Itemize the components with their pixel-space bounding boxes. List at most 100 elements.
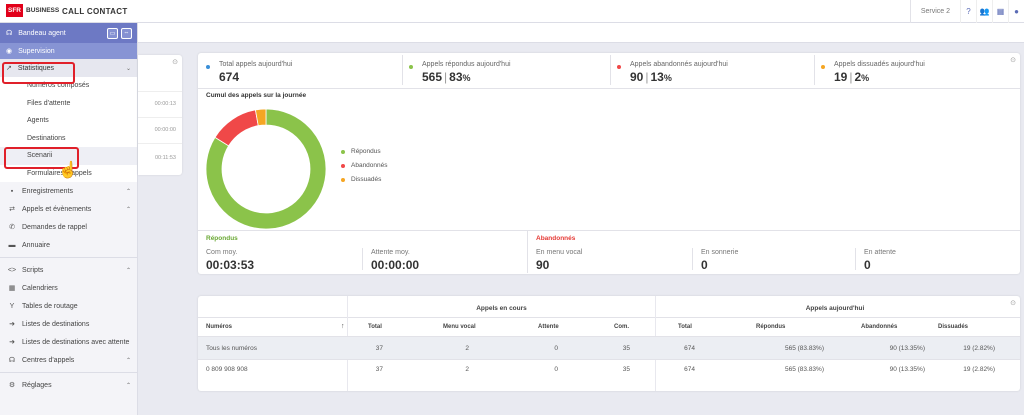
kpi-divider	[814, 55, 815, 85]
settings-circle-icon[interactable]: ⊙	[1010, 57, 1016, 64]
divider	[0, 372, 137, 373]
table-cell: 19 (2.82%)	[963, 345, 995, 352]
column-header[interactable]: Numéros	[206, 324, 233, 330]
sort-arrow-icon[interactable]: ↑	[341, 323, 345, 330]
attente-moy-value: 00:00:00	[371, 258, 420, 272]
popout-icon[interactable]: ⇔	[121, 27, 132, 39]
users-icon[interactable]: 👥	[976, 0, 992, 23]
column-header[interactable]: Répondus	[756, 324, 786, 330]
kpi-value: 565 | 83%	[422, 70, 471, 84]
legend-item[interactable]: Répondus	[341, 148, 381, 155]
help-icon[interactable]: ?	[960, 0, 976, 23]
kpi-value: 674	[219, 70, 239, 84]
table-cell: 565 (83.83%)	[784, 345, 824, 352]
column-header[interactable]: Com.	[614, 324, 629, 330]
sidebar-item[interactable]: <> Scripts ⌃	[0, 261, 137, 279]
sidebar-subitem[interactable]: Agents	[0, 112, 137, 130]
percent-sign: %	[663, 73, 672, 83]
sidebar-item[interactable]: ✆ Demandes de rappel	[0, 218, 137, 236]
headset-icon: ☊	[6, 30, 13, 37]
table-cell: 37	[375, 345, 383, 352]
apps-grid-icon[interactable]: ▦	[992, 0, 1008, 23]
sfr-business-logo[interactable]: SFR BUSINESS	[6, 4, 59, 17]
kpi-separator: |	[444, 70, 448, 84]
collapsed-panel: ⊙ 00:00:13 00:00:00 00:11:53	[138, 55, 182, 175]
kpi-percent: 83	[449, 70, 463, 84]
sidebar-item-supervision[interactable]: ◉ Supervision	[0, 43, 137, 59]
com-moy-label: Com moy.	[206, 249, 238, 256]
kpi-separator: |	[849, 70, 853, 84]
numbers-table-card: ⊙ Appels en cours Appels aujourd'hui Num…	[198, 296, 1020, 391]
sidebar-item-label: Scripts	[22, 266, 44, 274]
bandeau-agent-bar[interactable]: ☊ Bandeau agent ▭ ⇔	[0, 23, 137, 43]
calls-icon: ⇄	[9, 206, 15, 213]
legend-dot	[341, 149, 345, 154]
chevron-up-icon: ⌃	[125, 357, 131, 364]
legend-item[interactable]: Dissuadés	[341, 176, 381, 183]
table-cell: 35	[622, 345, 630, 352]
kpi-label: Appels répondus aujourd'hui	[422, 61, 511, 68]
sidebar-item[interactable]: ▪ Enregistrements ⌃	[0, 182, 137, 200]
routing-icon: Y	[9, 302, 15, 310]
service-selector[interactable]: Service 2	[909, 0, 960, 23]
arrow-right-icon: ➜	[9, 321, 15, 328]
donut-slice-abandonnés[interactable]	[214, 109, 259, 147]
en-sonnerie-value: 0	[701, 258, 708, 272]
sidebar-item[interactable]: ➜ Listes de destinations avec attente	[0, 333, 137, 351]
legend-label: Répondus	[351, 148, 381, 155]
sidebar-item-label: Supervision	[18, 47, 55, 55]
sidebar-item-label: Enregistrements	[22, 187, 73, 195]
com-moy-value: 00:03:53	[206, 258, 255, 272]
column-header[interactable]: Total	[678, 324, 692, 330]
divider	[0, 257, 137, 258]
sidebar-item[interactable]: ▬ Annuaire	[0, 236, 137, 254]
code-icon: <>	[7, 266, 17, 274]
kpi-divider	[402, 55, 403, 85]
sidebar-item-label: Centres d'appels	[22, 356, 75, 364]
sidebar-item-label: Tables de routage	[22, 302, 78, 310]
sidebar-subitem[interactable]: Scenarii	[0, 147, 137, 165]
minimize-icon[interactable]: ▭	[107, 27, 118, 39]
eye-icon: ◉	[6, 48, 13, 55]
sidebar-subitem[interactable]: Numéros composés	[0, 77, 137, 95]
calendar-icon: ▦	[8, 285, 16, 292]
trending-icon: ↗	[6, 65, 12, 72]
legend-item[interactable]: Abandonnés	[341, 162, 388, 169]
chevron-down-icon: ⌄	[125, 65, 131, 72]
donut-slice-dissuadés[interactable]	[254, 108, 267, 127]
donut-slice-répondus[interactable]	[205, 108, 327, 230]
account-icon[interactable]: ●	[1008, 0, 1024, 23]
settings-circle-icon[interactable]: ⊙	[172, 59, 178, 66]
kpi-dot	[617, 65, 621, 69]
sidebar-item[interactable]: Y Tables de routage	[0, 297, 137, 315]
save-icon: ▪	[10, 187, 14, 195]
table-cell: Tous les numéros	[206, 345, 257, 352]
sidebar-item[interactable]: ☊ Centres d'appels ⌃	[0, 351, 137, 369]
column-header[interactable]: Abandonnés	[861, 324, 898, 330]
column-header[interactable]: Total	[368, 324, 382, 330]
table-row-bg	[198, 337, 1020, 359]
sidebar-subitem[interactable]: Destinations	[0, 129, 137, 147]
legend-dot	[341, 177, 345, 182]
settings-circle-icon[interactable]: ⊙	[1010, 300, 1016, 307]
sidebar-item[interactable]: ➜ Listes de destinations	[0, 315, 137, 333]
kpi-count: 19	[834, 70, 848, 84]
sidebar-item[interactable]: ⇄ Appels et évènements ⌃	[0, 200, 137, 218]
sidebar-subitem[interactable]: Files d'attente	[0, 94, 137, 112]
kpi-count: 565	[422, 70, 443, 84]
kpi-percent: 13	[650, 70, 664, 84]
kpi-count: 674	[219, 70, 240, 84]
table-cell: 565 (83.83%)	[784, 366, 824, 373]
table-cell: 0 809 908 908	[206, 366, 248, 373]
column-header[interactable]: Menu vocal	[443, 324, 476, 330]
en-attente-value: 0	[864, 258, 871, 272]
sidebar-item[interactable]: ▦ Calendriers	[0, 279, 137, 297]
sidebar-item-label: Demandes de rappel	[22, 223, 87, 231]
time-value: 00:11:53	[154, 155, 176, 161]
sidebar-item-reglages[interactable]: ⚙ Réglages ⌃	[0, 376, 137, 394]
kpi-label: Total appels aujourd'hui	[219, 61, 293, 68]
column-header[interactable]: Dissuadés	[938, 324, 969, 330]
column-header[interactable]: Attente	[538, 324, 559, 330]
legend-dot	[341, 163, 345, 168]
app-title: CALL CONTACT	[62, 7, 128, 16]
